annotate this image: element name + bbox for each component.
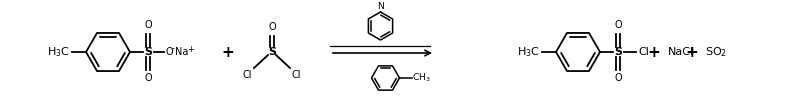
- Text: O: O: [165, 47, 173, 57]
- Text: Cl: Cl: [638, 47, 649, 57]
- Text: O: O: [614, 20, 622, 30]
- Text: S: S: [144, 47, 152, 57]
- Text: O: O: [614, 73, 622, 83]
- Text: S: S: [268, 47, 276, 57]
- Text: Cl: Cl: [242, 70, 252, 80]
- Text: H$_3$C: H$_3$C: [47, 45, 70, 59]
- Text: N: N: [377, 2, 384, 11]
- Text: +: +: [187, 44, 194, 53]
- Text: CH$_3$: CH$_3$: [413, 72, 431, 84]
- Text: NaCl: NaCl: [668, 47, 694, 57]
- Text: O: O: [144, 73, 152, 83]
- Text: SO$_2$: SO$_2$: [705, 45, 727, 59]
- Text: Na: Na: [175, 47, 188, 57]
- Text: -: -: [172, 44, 175, 53]
- Text: +: +: [222, 44, 234, 60]
- Text: O: O: [144, 20, 152, 30]
- Text: +: +: [686, 44, 698, 60]
- Text: Cl: Cl: [292, 70, 302, 80]
- Text: +: +: [648, 44, 660, 60]
- Text: S: S: [614, 47, 622, 57]
- Text: H$_3$C: H$_3$C: [517, 45, 540, 59]
- Text: O: O: [268, 22, 276, 32]
